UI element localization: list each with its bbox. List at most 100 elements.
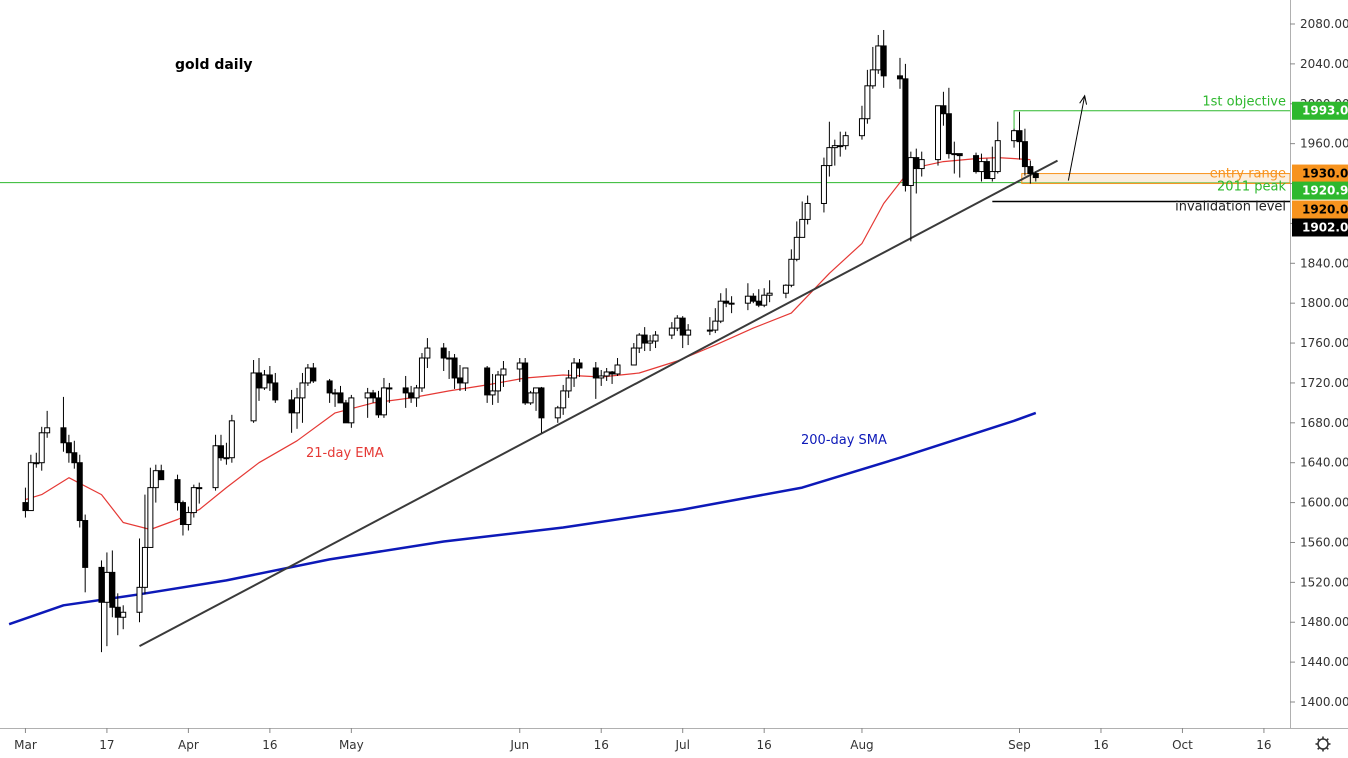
candle-body-up [196,487,203,490]
candle [538,386,545,433]
price-tick-label: 1440.00 [1300,655,1348,669]
candle-body-up [598,375,605,379]
candle [956,153,963,178]
candle [38,426,45,471]
candle-body-up [500,368,507,376]
candle [342,399,349,424]
level-label-2011-peak: 2011 peak [1217,180,1286,195]
candle [120,605,127,630]
price-tag [1292,164,1348,183]
level-label-1st-objective: 1st objective [1202,95,1286,110]
candle [869,46,876,89]
candle-body-up [462,367,469,384]
candle [750,293,757,304]
candle-body-up [744,295,751,304]
candle [370,389,377,403]
gear-ring[interactable] [1317,738,1329,750]
candle [799,201,806,238]
candle-body-up [994,140,1001,173]
candle-body-up [636,334,643,349]
candle [190,484,197,518]
candle [82,514,89,593]
candle-body-up [223,457,230,460]
candle-body-down [98,566,105,603]
settings-gear-icon[interactable] [1315,736,1331,752]
candle-body-down [1021,141,1028,168]
sma-annotation: 200-day SMA [801,433,887,448]
candle [907,151,914,242]
candle [174,474,181,511]
candle [647,335,654,352]
candle [1016,111,1023,160]
candle-body-up [386,387,393,390]
candle [755,289,762,308]
target-arrow-shaft [1067,95,1086,181]
price-tick-label: 1800.00 [1300,296,1348,310]
candle [332,388,339,407]
candle-body-up [1011,130,1018,142]
candle-body-up [869,69,876,87]
candle-body-down [973,155,980,173]
candle-body-up [603,371,610,377]
candle-body-up [141,546,148,588]
candle-body-down [82,520,89,568]
price-tag-label: 1920.00 [1302,203,1348,217]
gear-tooth[interactable] [1325,738,1329,742]
candle [424,338,431,368]
candle [820,157,827,213]
candle [603,367,610,381]
candle-body-up [978,161,985,173]
candle-body-up [706,329,713,332]
candle [630,343,637,366]
gear-tooth[interactable] [1325,746,1329,750]
time-tick-label: 16 [262,738,277,752]
price-tag [1292,181,1348,200]
candle [375,390,382,418]
candle [71,440,78,469]
candle [250,360,257,423]
time-axis: Mar 17 Apr 16 May Jun 16 Jul 16 Aug Sep 16 Oct 16 [0,728,1348,752]
candle-body-up [728,302,735,305]
candle-body-up [826,147,833,167]
candle-body-up [299,382,306,399]
candle-body-up [294,397,301,414]
time-tick-label: Mar [14,738,37,752]
candle [484,365,491,403]
candle-body-up [793,236,800,260]
candle [256,358,263,401]
candle [98,560,105,653]
candle [408,385,415,403]
time-tick-label: 16 [1093,738,1108,752]
candle-body-up [190,487,197,514]
candle-body-down [109,571,116,608]
price-tick-label: 1720.00 [1300,376,1348,390]
price-tick-label: 1600.00 [1300,496,1348,510]
price-axis: 1400.00 1440.00 1480.00 1520.00 1560.00 1600.… [1290,0,1348,728]
candle-body-down [440,347,447,359]
candle-body-up [858,118,865,137]
candle-body-up [332,392,339,395]
candle-body-up [647,340,654,344]
time-tick-label: May [339,738,364,752]
candle [609,370,616,384]
candle-body-down [76,462,83,522]
candle-body-down [179,502,186,526]
candle [685,324,692,346]
candle [196,482,203,504]
candle [33,452,40,468]
price-tick-label: 1520.00 [1300,575,1348,589]
candle-body-down [310,367,317,382]
price-tick-label: 2040.00 [1300,57,1348,71]
gear-tooth[interactable] [1317,738,1321,742]
candle-body-up [630,347,637,366]
candle-body-down [896,75,903,80]
candle [592,362,599,399]
level-label-entry-range: entry range [1210,167,1286,182]
candle-body-up [103,571,110,603]
candle-body-down [65,442,72,454]
candle-body-up [788,258,795,286]
gear-tooth[interactable] [1317,746,1321,750]
candle-body-down [272,382,279,401]
candle-body-up [228,420,235,459]
